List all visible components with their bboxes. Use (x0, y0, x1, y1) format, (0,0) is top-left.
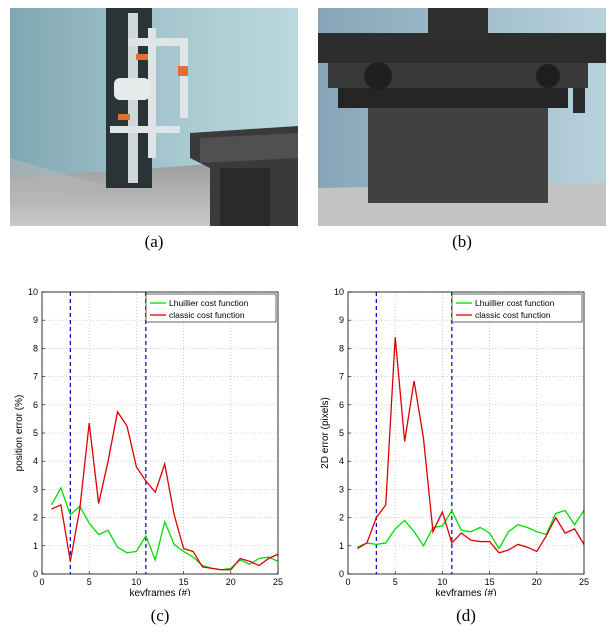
caption-d: (d) (456, 606, 476, 625)
chart-d-ytick-label: 1 (339, 541, 344, 551)
chart-d-ytick-label: 8 (339, 343, 344, 353)
chart-d-ytick-label: 10 (334, 287, 344, 297)
chart-c-xtick-label: 20 (226, 577, 236, 587)
chart-c-x-axis-label: keyframes (#) (129, 588, 190, 596)
chart-c-xtick-label: 15 (179, 577, 189, 587)
chart-c-ytick-label: 10 (28, 287, 38, 297)
caption-c: (c) (150, 606, 170, 625)
chart-d-legend-box (451, 293, 583, 323)
chart-d-xtick-label: 5 (393, 577, 398, 587)
chart-c-xtick-label: 10 (131, 577, 141, 587)
chart-d-ytick-label: 7 (339, 372, 344, 382)
chart-c-series-line-1 (51, 410, 279, 571)
chart-d-ytick-label: 4 (339, 456, 344, 466)
chart-d-ytick-label: 9 (339, 315, 344, 325)
chart-c-xtick-label: 25 (273, 577, 283, 587)
chart-c-y-axis-label: position error (%) (14, 395, 25, 472)
chart-c-ytick-label: 8 (33, 343, 38, 353)
chart-c-xtick-label: 0 (39, 577, 44, 587)
chart-c-legend-label-0: Lhuillier cost function (169, 298, 249, 308)
chart-d-xtick-label: 20 (532, 577, 542, 587)
chart-d-xtick-label: 25 (579, 577, 589, 587)
chart-c-ytick-label: 5 (33, 428, 38, 438)
chart-c-ytick-label: 6 (33, 400, 38, 410)
caption-a: (a) (144, 232, 164, 251)
chart-c-legend-label-1: classic cost function (169, 310, 245, 320)
chart-d-ytick-label: 2 (339, 513, 344, 523)
chart-d-x-axis-label: keyframes (#) (435, 588, 496, 596)
render-image-b (318, 8, 606, 226)
chart-c-ytick-label: 1 (33, 541, 38, 551)
chart-d-xtick-label: 15 (485, 577, 495, 587)
chart-c-ytick-label: 4 (33, 456, 38, 466)
chart-c-ytick-label: 7 (33, 372, 38, 382)
chart-c-legend-box (145, 293, 277, 323)
chart-d-legend-label-0: Lhuillier cost function (475, 298, 555, 308)
chart-d-xtick-label: 10 (437, 577, 447, 587)
chart-d-ytick-label: 6 (339, 400, 344, 410)
chart-c-ytick-label: 9 (33, 315, 38, 325)
chart-d-legend-label-1: classic cost function (475, 310, 551, 320)
chart-d-ytick-label: 5 (339, 428, 344, 438)
chart-d-xtick-label: 0 (345, 577, 350, 587)
chart-c-ytick-label: 2 (33, 513, 38, 523)
chart-d-series-line-1 (357, 337, 585, 554)
chart-d-y-axis-label: 2D error (pixels) (320, 397, 331, 469)
caption-b: (b) (452, 232, 472, 251)
chart-c-series-line-0 (50, 486, 279, 571)
chart-d-ytick-label: 0 (339, 569, 344, 579)
render-image-a (10, 8, 298, 226)
chart-d-ytick-label: 3 (339, 484, 344, 494)
chart-c-xtick-label: 5 (87, 577, 92, 587)
chart-c-ytick-label: 3 (33, 484, 38, 494)
chart-c-ytick-label: 0 (33, 569, 38, 579)
